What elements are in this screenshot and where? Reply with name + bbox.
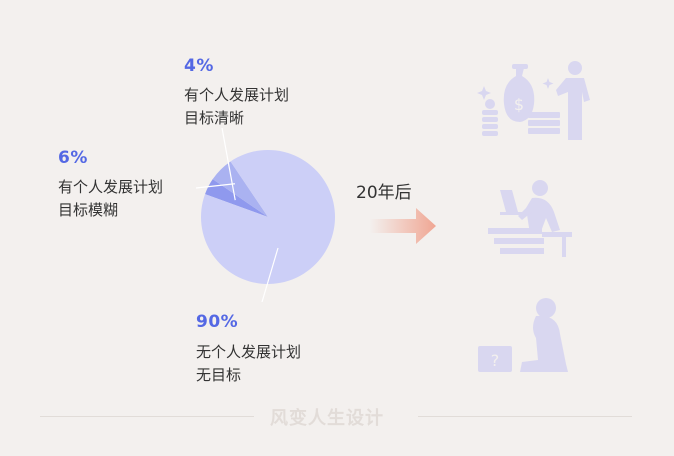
desc-vague-line1: 有个人发展计划 (58, 178, 164, 196)
desc-clear: 有个人发展计划 目标清晰 (184, 84, 289, 130)
leader-line-vague (195, 183, 236, 189)
money-success-icon: $ (477, 61, 590, 140)
right-arrow-icon (370, 208, 436, 244)
desc-vague: 有个人发展计划 目标模糊 (58, 176, 163, 222)
kneeling-despair-icon: ? (478, 298, 568, 372)
pie-slice-clear (205, 179, 268, 217)
pie-slice-vague (212, 161, 268, 217)
footer-line-left (40, 416, 254, 417)
desc-none: 无个人发展计划 无目标 (196, 341, 301, 387)
footer-line-right (418, 416, 632, 417)
leader-line-none (261, 247, 279, 303)
desc-clear-line1: 有个人发展计划 (184, 86, 290, 104)
desc-none-line1: 无个人发展计划 (196, 343, 302, 361)
leader-line-clear (221, 127, 236, 201)
pct-label-vague: 6% (58, 148, 88, 168)
svg-text:$: $ (514, 95, 524, 114)
pct-label-clear: 4% (184, 56, 214, 76)
footer-brand: 风变人生设计 (270, 408, 384, 429)
pie-slice-none (200, 150, 335, 284)
desc-vague-line2: 目标模糊 (58, 201, 119, 219)
desc-none-line2: 无目标 (196, 366, 242, 384)
arrow-label: 20年后 (356, 183, 412, 203)
desc-clear-line2: 目标清晰 (184, 109, 245, 127)
svg-text:?: ? (491, 351, 500, 370)
desk-worker-icon (488, 180, 572, 257)
pct-label-none: 90% (196, 312, 239, 332)
